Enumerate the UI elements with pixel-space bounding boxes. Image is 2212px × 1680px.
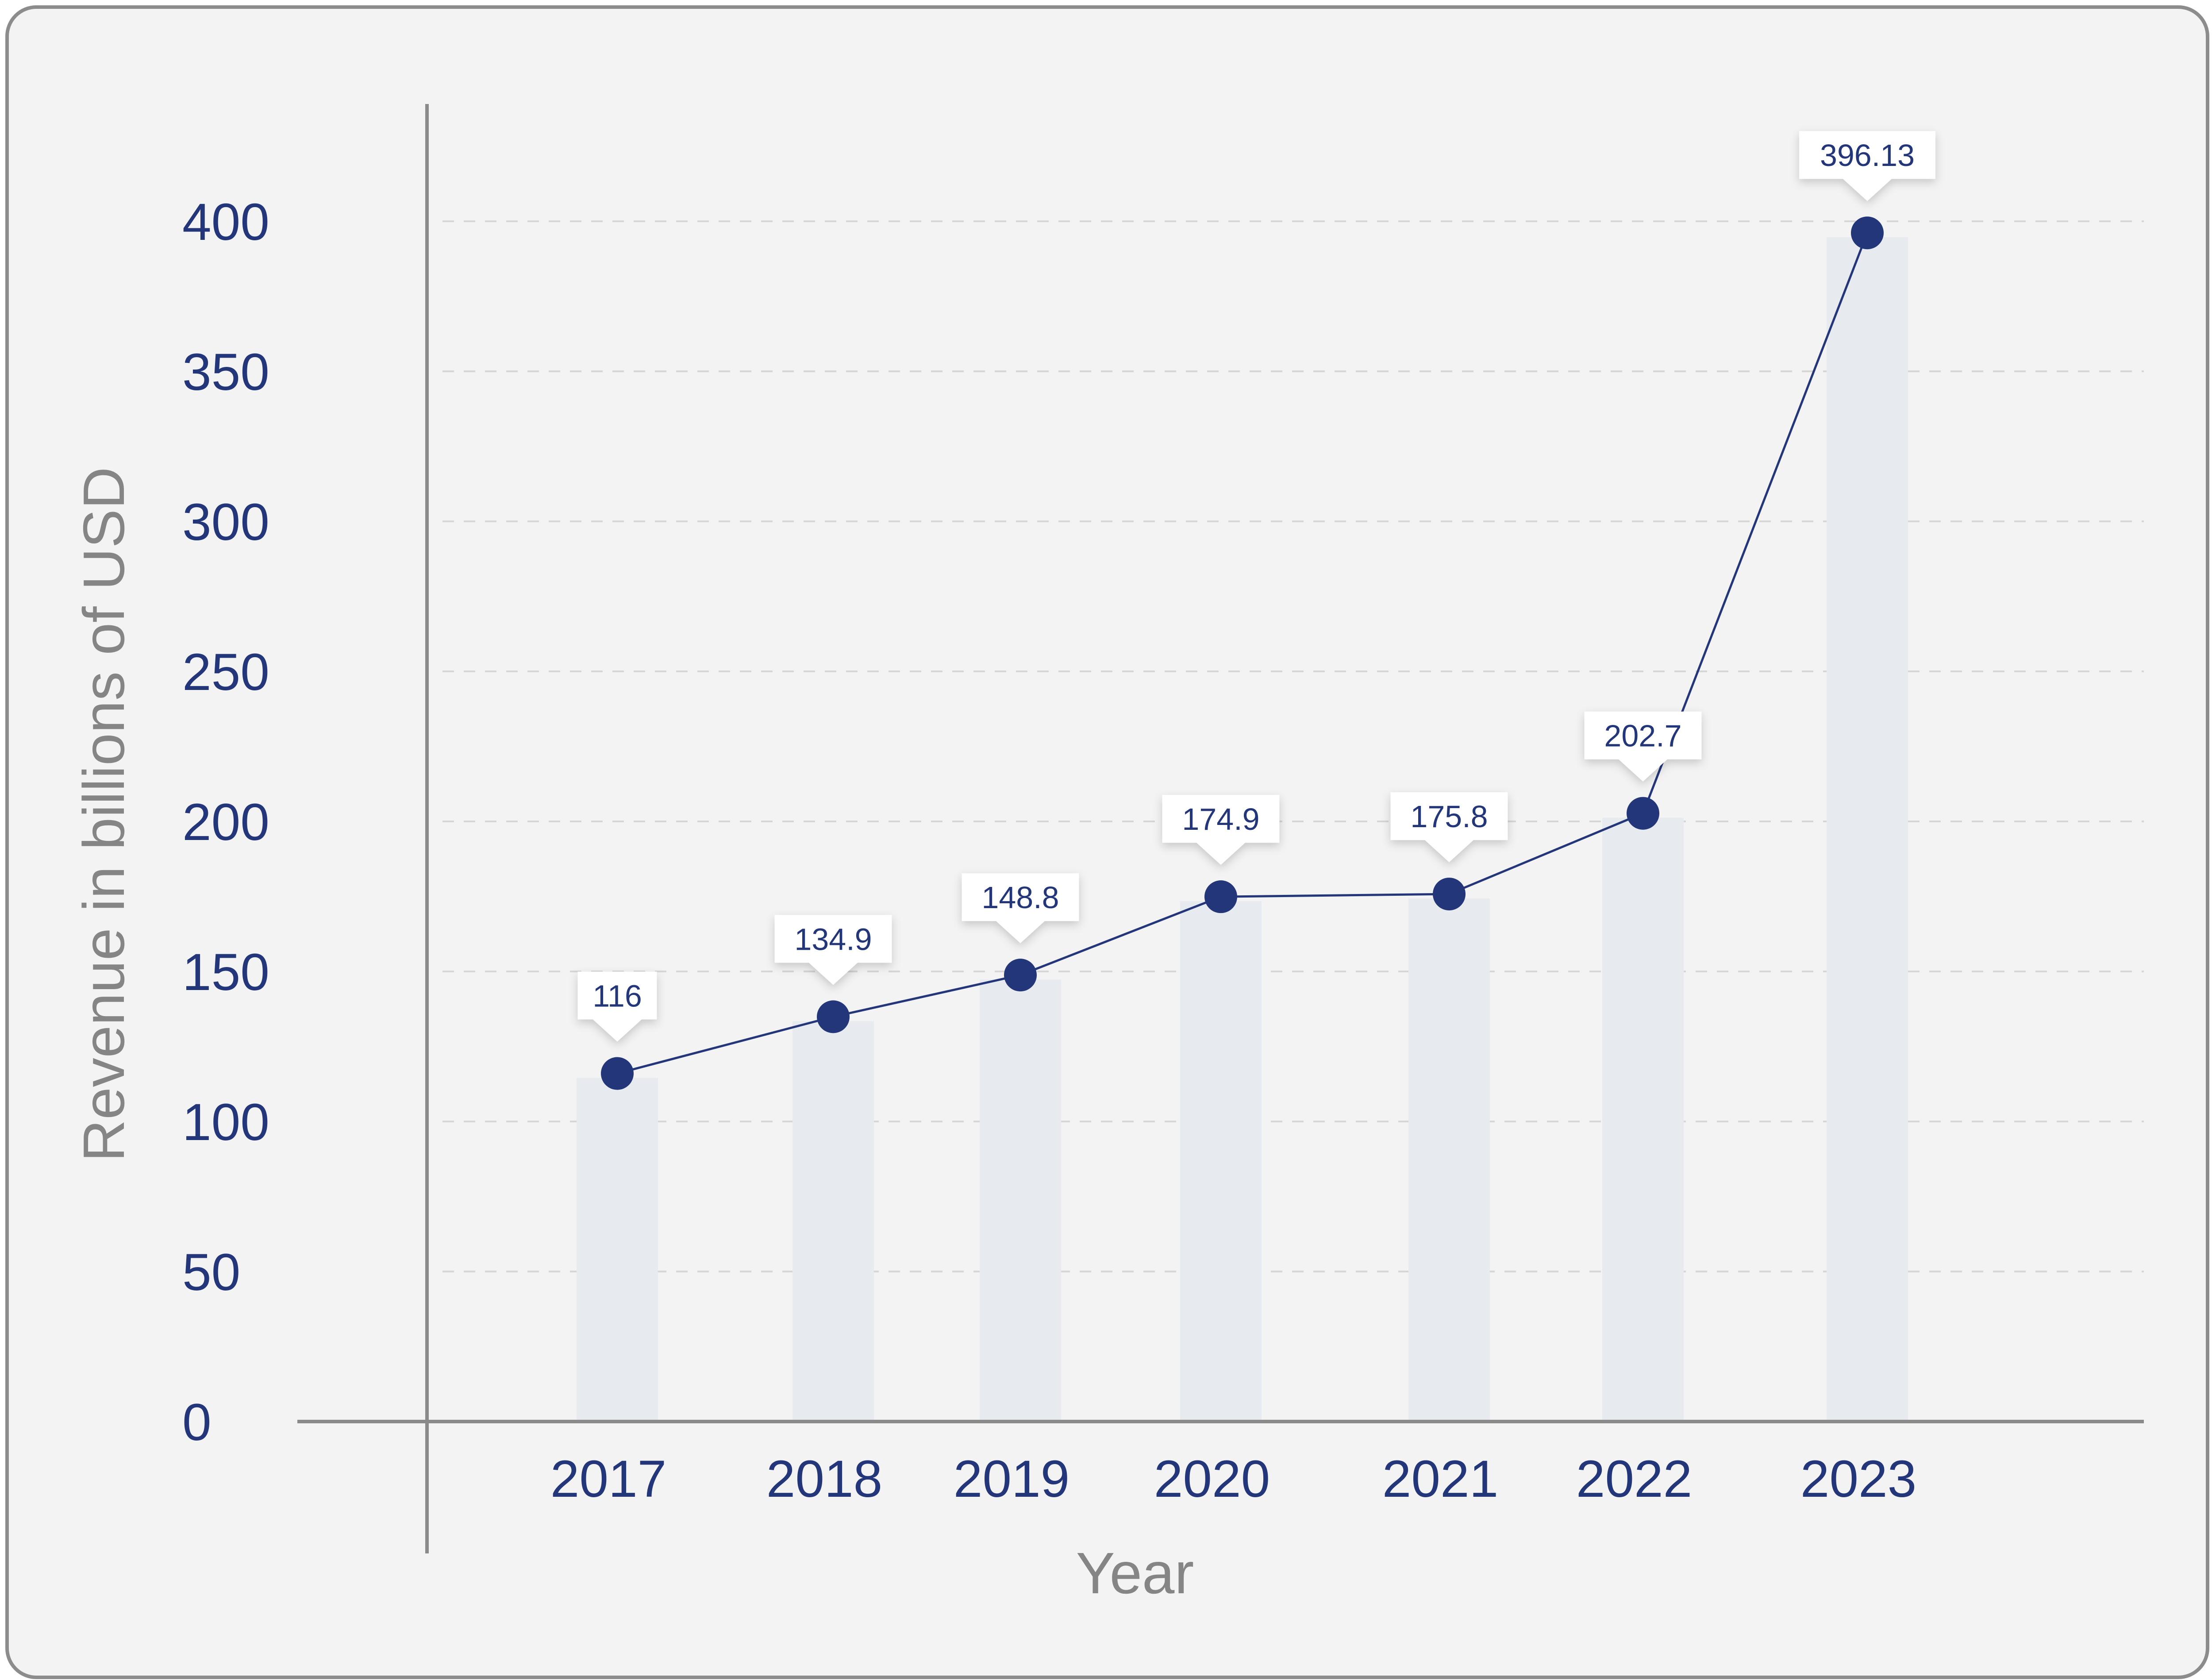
marker-2017 bbox=[601, 1057, 634, 1090]
y-tick-label: 50 bbox=[182, 1243, 240, 1302]
y-axis-title: Revenue in billions of USD bbox=[71, 467, 136, 1162]
data-label-2023: 396.13 bbox=[1820, 138, 1915, 173]
marker-2020 bbox=[1204, 880, 1237, 913]
bar-2019 bbox=[980, 979, 1061, 1422]
data-label-bubble-2019 bbox=[962, 873, 1079, 944]
x-axis-title: Year bbox=[1076, 1541, 1194, 1606]
bar-2017 bbox=[577, 1078, 658, 1422]
series-markers bbox=[601, 216, 1884, 1090]
y-tick-label: 350 bbox=[182, 343, 269, 401]
bar-2023 bbox=[1827, 237, 1908, 1422]
data-label-2021: 175.8 bbox=[1410, 799, 1488, 834]
x-tick-label-2017: 2017 bbox=[550, 1450, 667, 1508]
x-tick-labels: 2017 2018 2019 2020 2021 2022 2023 bbox=[550, 1450, 1917, 1508]
data-label-2017: 116 bbox=[592, 979, 642, 1013]
x-tick-label-2018: 2018 bbox=[766, 1450, 883, 1508]
y-tick-label: 300 bbox=[182, 493, 269, 551]
data-label-bubble-2023 bbox=[1799, 131, 1935, 201]
y-tick-label: 250 bbox=[182, 643, 269, 701]
axes bbox=[297, 104, 2144, 1553]
bar-2018 bbox=[792, 1021, 874, 1422]
y-tick-label: 200 bbox=[182, 793, 269, 852]
data-label-2020: 174.9 bbox=[1182, 802, 1259, 836]
y-tick-label: 400 bbox=[182, 193, 269, 251]
data-label-bubble-2018 bbox=[774, 915, 892, 985]
x-tick-label-2021: 2021 bbox=[1382, 1450, 1499, 1508]
x-tick-label-2022: 2022 bbox=[1576, 1450, 1693, 1508]
y-tick-label: 0 bbox=[182, 1393, 212, 1452]
x-tick-label-2020: 2020 bbox=[1154, 1450, 1270, 1508]
y-tick-label: 150 bbox=[182, 943, 269, 1002]
marker-2023 bbox=[1851, 216, 1884, 250]
data-label-bubble-2021 bbox=[1390, 792, 1508, 863]
data-label-2022: 202.7 bbox=[1604, 719, 1681, 753]
y-tick-label: 100 bbox=[182, 1093, 269, 1152]
data-label-2018: 134.9 bbox=[794, 922, 872, 956]
marker-2019 bbox=[1004, 959, 1037, 992]
marker-2022 bbox=[1627, 797, 1659, 830]
data-label-bubble-2022 bbox=[1584, 711, 1702, 782]
data-label-bubble-2020 bbox=[1162, 795, 1280, 865]
x-tick-label-2023: 2023 bbox=[1800, 1450, 1917, 1508]
marker-2021 bbox=[1433, 878, 1466, 911]
data-label-bubble-2017 bbox=[577, 971, 657, 1042]
data-labels: 116 134.9 148.8 174.9 175.8 202.7 396.13 bbox=[577, 131, 1935, 1042]
grid-lines bbox=[442, 220, 2144, 1272]
y-tick-labels: 0 50 100 150 200 250 300 350 400 bbox=[182, 193, 269, 1452]
bar-2020 bbox=[1180, 901, 1262, 1422]
data-label-2019: 148.8 bbox=[981, 880, 1059, 915]
background-bars bbox=[577, 237, 1908, 1422]
bar-2022 bbox=[1602, 817, 1684, 1422]
x-tick-label-2019: 2019 bbox=[954, 1450, 1070, 1508]
marker-2018 bbox=[817, 1000, 850, 1033]
bar-2021 bbox=[1408, 898, 1490, 1422]
